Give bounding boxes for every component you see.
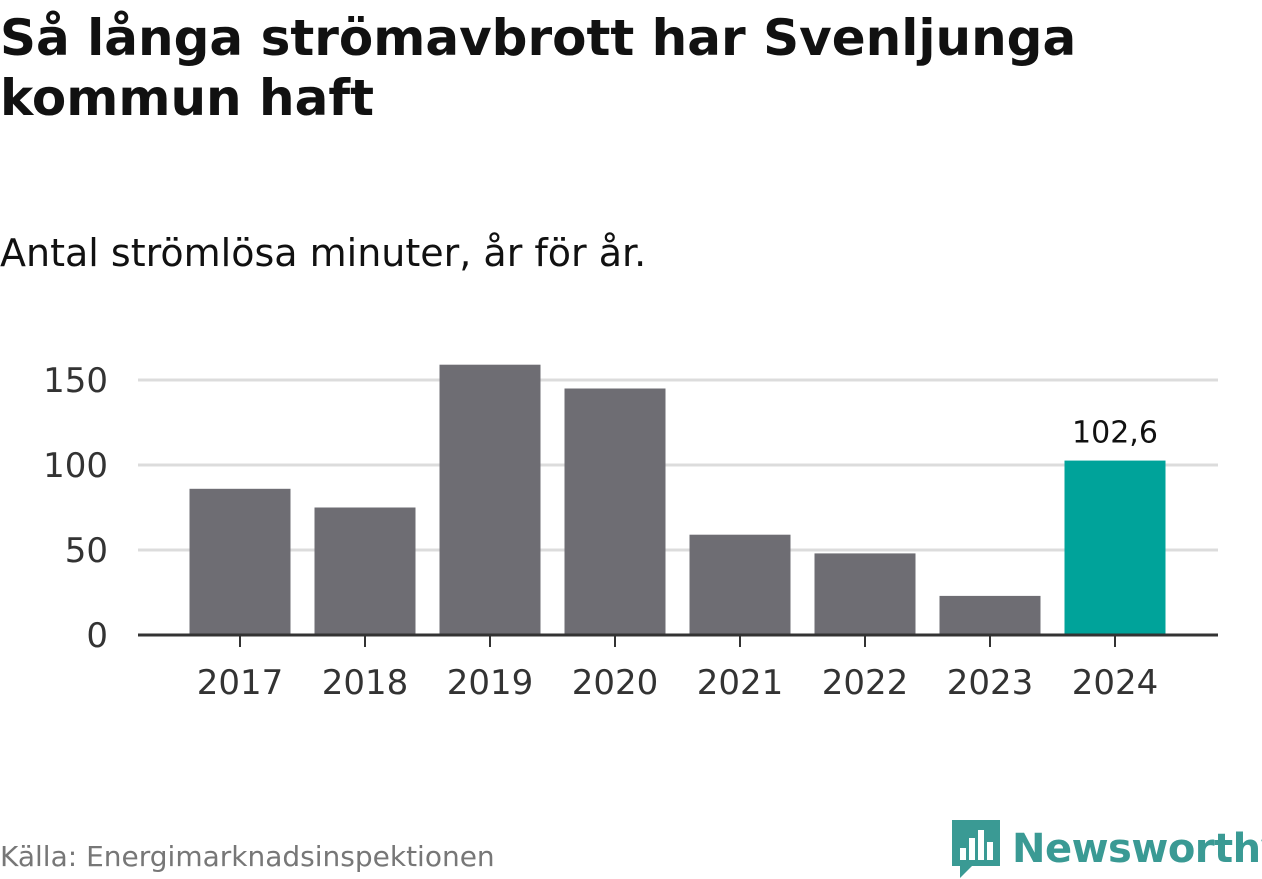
x-tick-label: 2023: [947, 663, 1034, 703]
chart-title: Så långa strömavbrott har Svenljunga kom…: [0, 9, 1077, 127]
source-note: Källa: Energimarknadsinspektionen: [0, 840, 495, 873]
x-tick-label: 2019: [447, 663, 534, 703]
bar-2018: [314, 507, 416, 635]
x-tick-label: 2022: [822, 663, 909, 703]
newsworthy-logo[interactable]: Newsworthy: [952, 820, 1262, 878]
y-tick-label: 100: [43, 446, 108, 486]
bar-2021: [689, 534, 791, 635]
data-labels: 102,6: [1072, 416, 1158, 451]
bar-2024: [1064, 460, 1166, 635]
bars: [189, 364, 1166, 635]
grid-lines: [138, 378, 1218, 552]
data-label: 102,6: [1072, 416, 1158, 451]
y-tick-label: 50: [65, 531, 108, 571]
x-tick-label: 2018: [322, 663, 409, 703]
chart-subtitle: Antal strömlösa minuter, år för år.: [0, 231, 647, 275]
x-axis: 2017 2018 2019 2020 2021 2022 2023 2024: [138, 633, 1218, 703]
bar-2017: [189, 488, 291, 635]
x-tick-label: 2017: [197, 663, 284, 703]
x-tick-label: 2020: [572, 663, 659, 703]
bar-2019: [439, 364, 541, 635]
y-axis-labels: 0 50 100 150: [43, 361, 108, 656]
logo-text: Newsworthy: [1012, 826, 1262, 872]
bar-2023: [939, 595, 1041, 635]
y-tick-label: 0: [86, 616, 108, 656]
x-tick-label: 2021: [697, 663, 784, 703]
x-tick-label: 2024: [1072, 663, 1159, 703]
bar-chart-speech-bubble-icon: [952, 820, 1000, 878]
bar-2022: [814, 553, 916, 635]
bar-2020: [564, 388, 666, 635]
y-tick-label: 150: [43, 361, 108, 401]
